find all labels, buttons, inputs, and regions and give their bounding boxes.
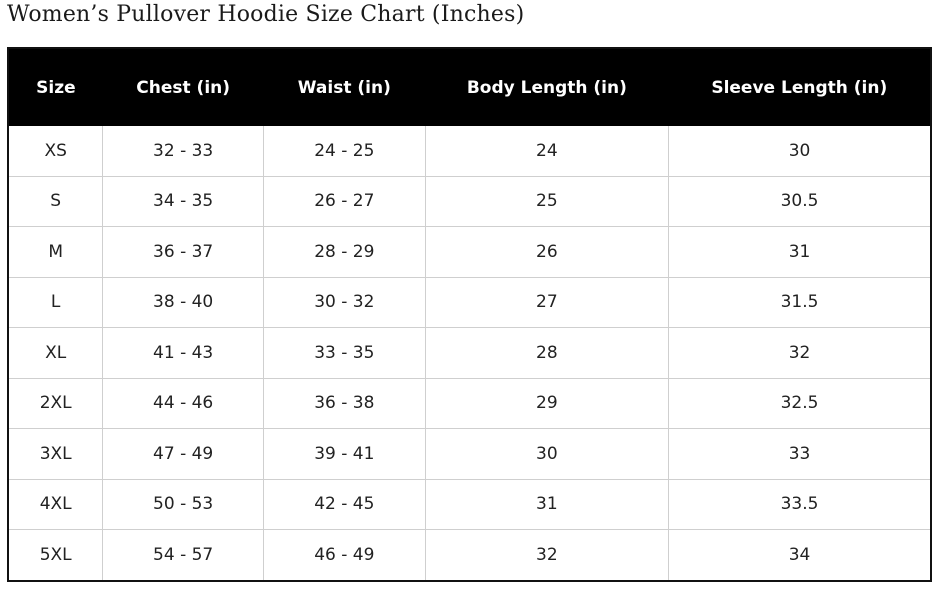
cell-size: 4XL	[8, 478, 104, 530]
table-row: 4XL 50 - 53 42 - 45 31 33.5	[8, 478, 931, 530]
table-header-row: Size Chest (in) Waist (in) Body Length (in)…	[8, 48, 931, 126]
size-chart-table: Size Chest (in) Waist (in) Body Length (in)…	[7, 47, 932, 582]
column-header-waist: Waist (in)	[263, 48, 426, 126]
table-row: XS 32 - 33 24 - 25 24 30	[8, 126, 931, 177]
table-row: M 36 - 37 28 - 29 26 31	[8, 226, 931, 278]
cell-size: L	[8, 276, 104, 328]
cell-waist: 28 - 29	[262, 226, 426, 278]
table-row: 5XL 54 - 57 46 - 49 32 34	[8, 529, 931, 581]
cell-body-length: 32	[424, 529, 670, 581]
cell-sleeve-length: 33.5	[668, 478, 931, 530]
cell-chest: 36 - 37	[102, 226, 264, 278]
cell-body-length: 28	[424, 327, 670, 379]
table-body: XS 32 - 33 24 - 25 24 30 S 34 - 35 26 - 27 25 30.…	[8, 126, 931, 581]
table-row: S 34 - 35 26 - 27 25 30.5	[8, 175, 931, 227]
cell-chest: 50 - 53	[102, 478, 264, 530]
table-row: 3XL 47 - 49 39 - 41 30 33	[8, 428, 931, 480]
cell-size: S	[8, 175, 104, 227]
table-row: 2XL 44 - 46 36 - 38 29 32.5	[8, 377, 931, 429]
cell-sleeve-length: 30.5	[668, 175, 931, 227]
cell-body-length: 29	[424, 377, 670, 429]
cell-sleeve-length: 31.5	[668, 276, 931, 328]
cell-waist: 39 - 41	[262, 428, 426, 480]
column-header-chest: Chest (in)	[102, 48, 264, 126]
page-title: Women’s Pullover Hoodie Size Chart (Inch…	[7, 2, 525, 27]
cell-size: M	[8, 226, 104, 278]
cell-body-length: 30	[424, 428, 670, 480]
cell-body-length: 24	[424, 126, 670, 177]
cell-sleeve-length: 31	[668, 226, 931, 278]
column-header-size: Size	[8, 48, 103, 126]
column-header-sleeve-length: Sleeve Length (in)	[668, 48, 931, 126]
table-row: XL 41 - 43 33 - 35 28 32	[8, 327, 931, 379]
cell-body-length: 25	[424, 175, 670, 227]
cell-waist: 46 - 49	[262, 529, 426, 581]
cell-sleeve-length: 33	[668, 428, 931, 480]
cell-chest: 38 - 40	[102, 276, 264, 328]
cell-body-length: 27	[424, 276, 670, 328]
cell-waist: 26 - 27	[262, 175, 426, 227]
cell-waist: 36 - 38	[262, 377, 426, 429]
cell-waist: 30 - 32	[262, 276, 426, 328]
cell-chest: 32 - 33	[102, 126, 264, 177]
cell-size: 5XL	[8, 529, 104, 581]
cell-size: XL	[8, 327, 104, 379]
cell-chest: 44 - 46	[102, 377, 264, 429]
cell-sleeve-length: 32	[668, 327, 931, 379]
cell-size: 2XL	[8, 377, 104, 429]
cell-sleeve-length: 30	[668, 126, 931, 177]
cell-size: 3XL	[8, 428, 104, 480]
cell-waist: 42 - 45	[262, 478, 426, 530]
cell-chest: 34 - 35	[102, 175, 264, 227]
cell-chest: 54 - 57	[102, 529, 264, 581]
cell-chest: 47 - 49	[102, 428, 264, 480]
cell-body-length: 26	[424, 226, 670, 278]
table-row: L 38 - 40 30 - 32 27 31.5	[8, 276, 931, 328]
cell-chest: 41 - 43	[102, 327, 264, 379]
cell-waist: 24 - 25	[262, 126, 426, 177]
cell-sleeve-length: 32.5	[668, 377, 931, 429]
cell-waist: 33 - 35	[262, 327, 426, 379]
column-header-body-length: Body Length (in)	[425, 48, 669, 126]
cell-size: XS	[8, 126, 104, 177]
cell-sleeve-length: 34	[668, 529, 931, 581]
cell-body-length: 31	[424, 478, 670, 530]
